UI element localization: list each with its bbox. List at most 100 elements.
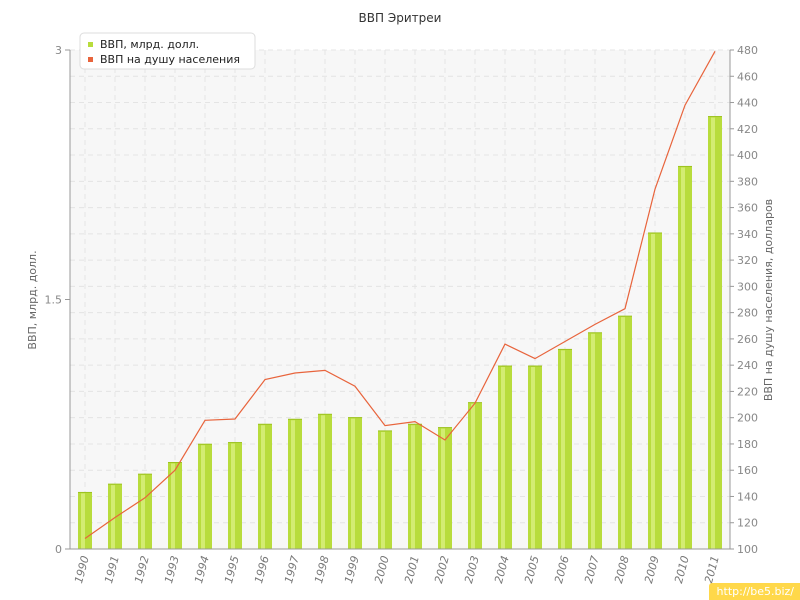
bar-highlight	[111, 485, 115, 549]
y-tick-label-right: 440	[737, 97, 758, 110]
y-tick-label-right: 260	[737, 333, 758, 346]
chart-title: ВВП Эритреи	[359, 11, 442, 25]
y-tick-label-left: 1.5	[45, 294, 63, 307]
bar-highlight	[441, 428, 445, 549]
bar-highlight	[381, 431, 385, 549]
y-tick-label-right: 160	[737, 464, 758, 477]
bar-2006[interactable]	[558, 348, 572, 549]
y-tick-label-right: 220	[737, 385, 758, 398]
x-tick-label: 2009	[642, 554, 662, 584]
bar-highlight	[81, 493, 85, 549]
x-tick-label: 2007	[582, 554, 602, 584]
bar-2003[interactable]	[468, 402, 482, 549]
x-tick-label: 1994	[192, 554, 212, 584]
x-tick-label: 2004	[492, 554, 512, 584]
bar-highlight	[531, 367, 535, 549]
y-tick-label-right: 140	[737, 490, 758, 503]
y-tick-label-right: 120	[737, 517, 758, 530]
y-tick-label-right: 200	[737, 412, 758, 425]
x-tick-label: 2005	[522, 554, 542, 584]
x-tick-label: 1998	[312, 554, 332, 584]
bar-1992[interactable]	[138, 473, 152, 549]
x-tick-label: 2000	[372, 554, 392, 584]
y-tick-label-right: 280	[737, 307, 758, 320]
bar-2009[interactable]	[648, 232, 662, 549]
bar-highlight	[351, 418, 355, 549]
y-tick-label-right: 180	[737, 438, 758, 451]
y-axis-label-left: ВВП, млрд. долл.	[26, 250, 39, 349]
y-tick-label-left: 3	[55, 44, 62, 57]
bar-2007[interactable]	[588, 332, 602, 549]
bar-highlight	[291, 420, 295, 549]
x-tick-label: 1992	[132, 554, 152, 584]
bar-1990[interactable]	[78, 491, 92, 549]
y-tick-label-right: 340	[737, 228, 758, 241]
bar-highlight	[171, 463, 175, 549]
bar-2011[interactable]	[708, 116, 722, 550]
y-axis-label-right: ВВП на душу населения, долларов	[762, 199, 775, 401]
bar-1999[interactable]	[348, 417, 362, 549]
bar-2004[interactable]	[498, 365, 512, 549]
bar-2008[interactable]	[618, 315, 632, 549]
x-tick-label: 2011	[702, 554, 722, 584]
legend-label-gdp: ВВП, млрд. долл.	[100, 38, 199, 51]
bar-highlight	[231, 443, 235, 549]
bar-1991[interactable]	[108, 483, 122, 549]
y-tick-label-right: 420	[737, 123, 758, 136]
x-tick-label: 2003	[462, 554, 482, 584]
legend-swatch-gdp-per-capita	[88, 57, 93, 62]
legend-swatch-gdp	[88, 42, 93, 47]
watermark-link[interactable]: http://be5.biz/	[708, 583, 800, 600]
y-tick-label-right: 400	[737, 149, 758, 162]
bar-highlight	[621, 317, 625, 549]
x-tick-label: 2010	[672, 554, 692, 584]
y-tick-label-right: 240	[737, 359, 758, 372]
legend-box	[79, 32, 256, 70]
bar-2010[interactable]	[678, 165, 692, 549]
bar-1997[interactable]	[288, 418, 302, 549]
y-tick-label-right: 300	[737, 280, 758, 293]
x-tick-label: 1995	[222, 554, 242, 584]
x-tick-label: 2008	[612, 554, 632, 584]
bar-2000[interactable]	[378, 430, 392, 549]
bar-highlight	[561, 350, 565, 549]
bar-2002[interactable]	[438, 427, 452, 549]
y-tick-label-left: 0	[55, 543, 62, 556]
x-tick-label: 1990	[72, 554, 92, 584]
y-tick-label-right: 320	[737, 254, 758, 267]
bar-highlight	[411, 425, 415, 549]
bar-highlight	[651, 233, 655, 549]
bar-highlight	[141, 475, 145, 549]
line-gdp-per-capita	[84, 51, 716, 539]
legend-label-gdp-per-capita: ВВП на душу населения	[100, 53, 240, 66]
x-tick-label: 2006	[552, 554, 572, 584]
y-tick-label-right: 360	[737, 202, 758, 215]
bar-highlight	[201, 445, 205, 549]
bar-1995[interactable]	[228, 442, 242, 549]
y-tick-label-right: 480	[737, 44, 758, 57]
bar-highlight	[711, 117, 715, 550]
legend: ВВП, млрд. долл. ВВП на душу населения	[79, 32, 256, 70]
bar-highlight	[321, 415, 325, 549]
x-tick-label: 1999	[342, 554, 362, 584]
bar-highlight	[471, 403, 475, 549]
bar-highlight	[681, 167, 685, 549]
x-tick-label: 1996	[252, 554, 272, 584]
x-tick-label: 2001	[402, 554, 422, 584]
x-tick-label: 1991	[102, 554, 122, 584]
bar-highlight	[261, 425, 265, 549]
y-tick-label-right: 460	[737, 70, 758, 83]
x-tick-label: 1993	[162, 554, 182, 584]
bar-highlight	[591, 333, 595, 549]
x-tick-label: 1997	[282, 554, 302, 584]
bar-2005[interactable]	[528, 365, 542, 549]
y-tick-label-right: 100	[737, 543, 758, 556]
x-tick-label: 2002	[432, 554, 452, 584]
y-tick-label-right: 380	[737, 175, 758, 188]
bar-1994[interactable]	[198, 443, 212, 549]
bar-2001[interactable]	[408, 423, 422, 549]
bar-1996[interactable]	[258, 423, 272, 549]
bar-highlight	[501, 367, 505, 549]
bar-1998[interactable]	[318, 413, 332, 549]
